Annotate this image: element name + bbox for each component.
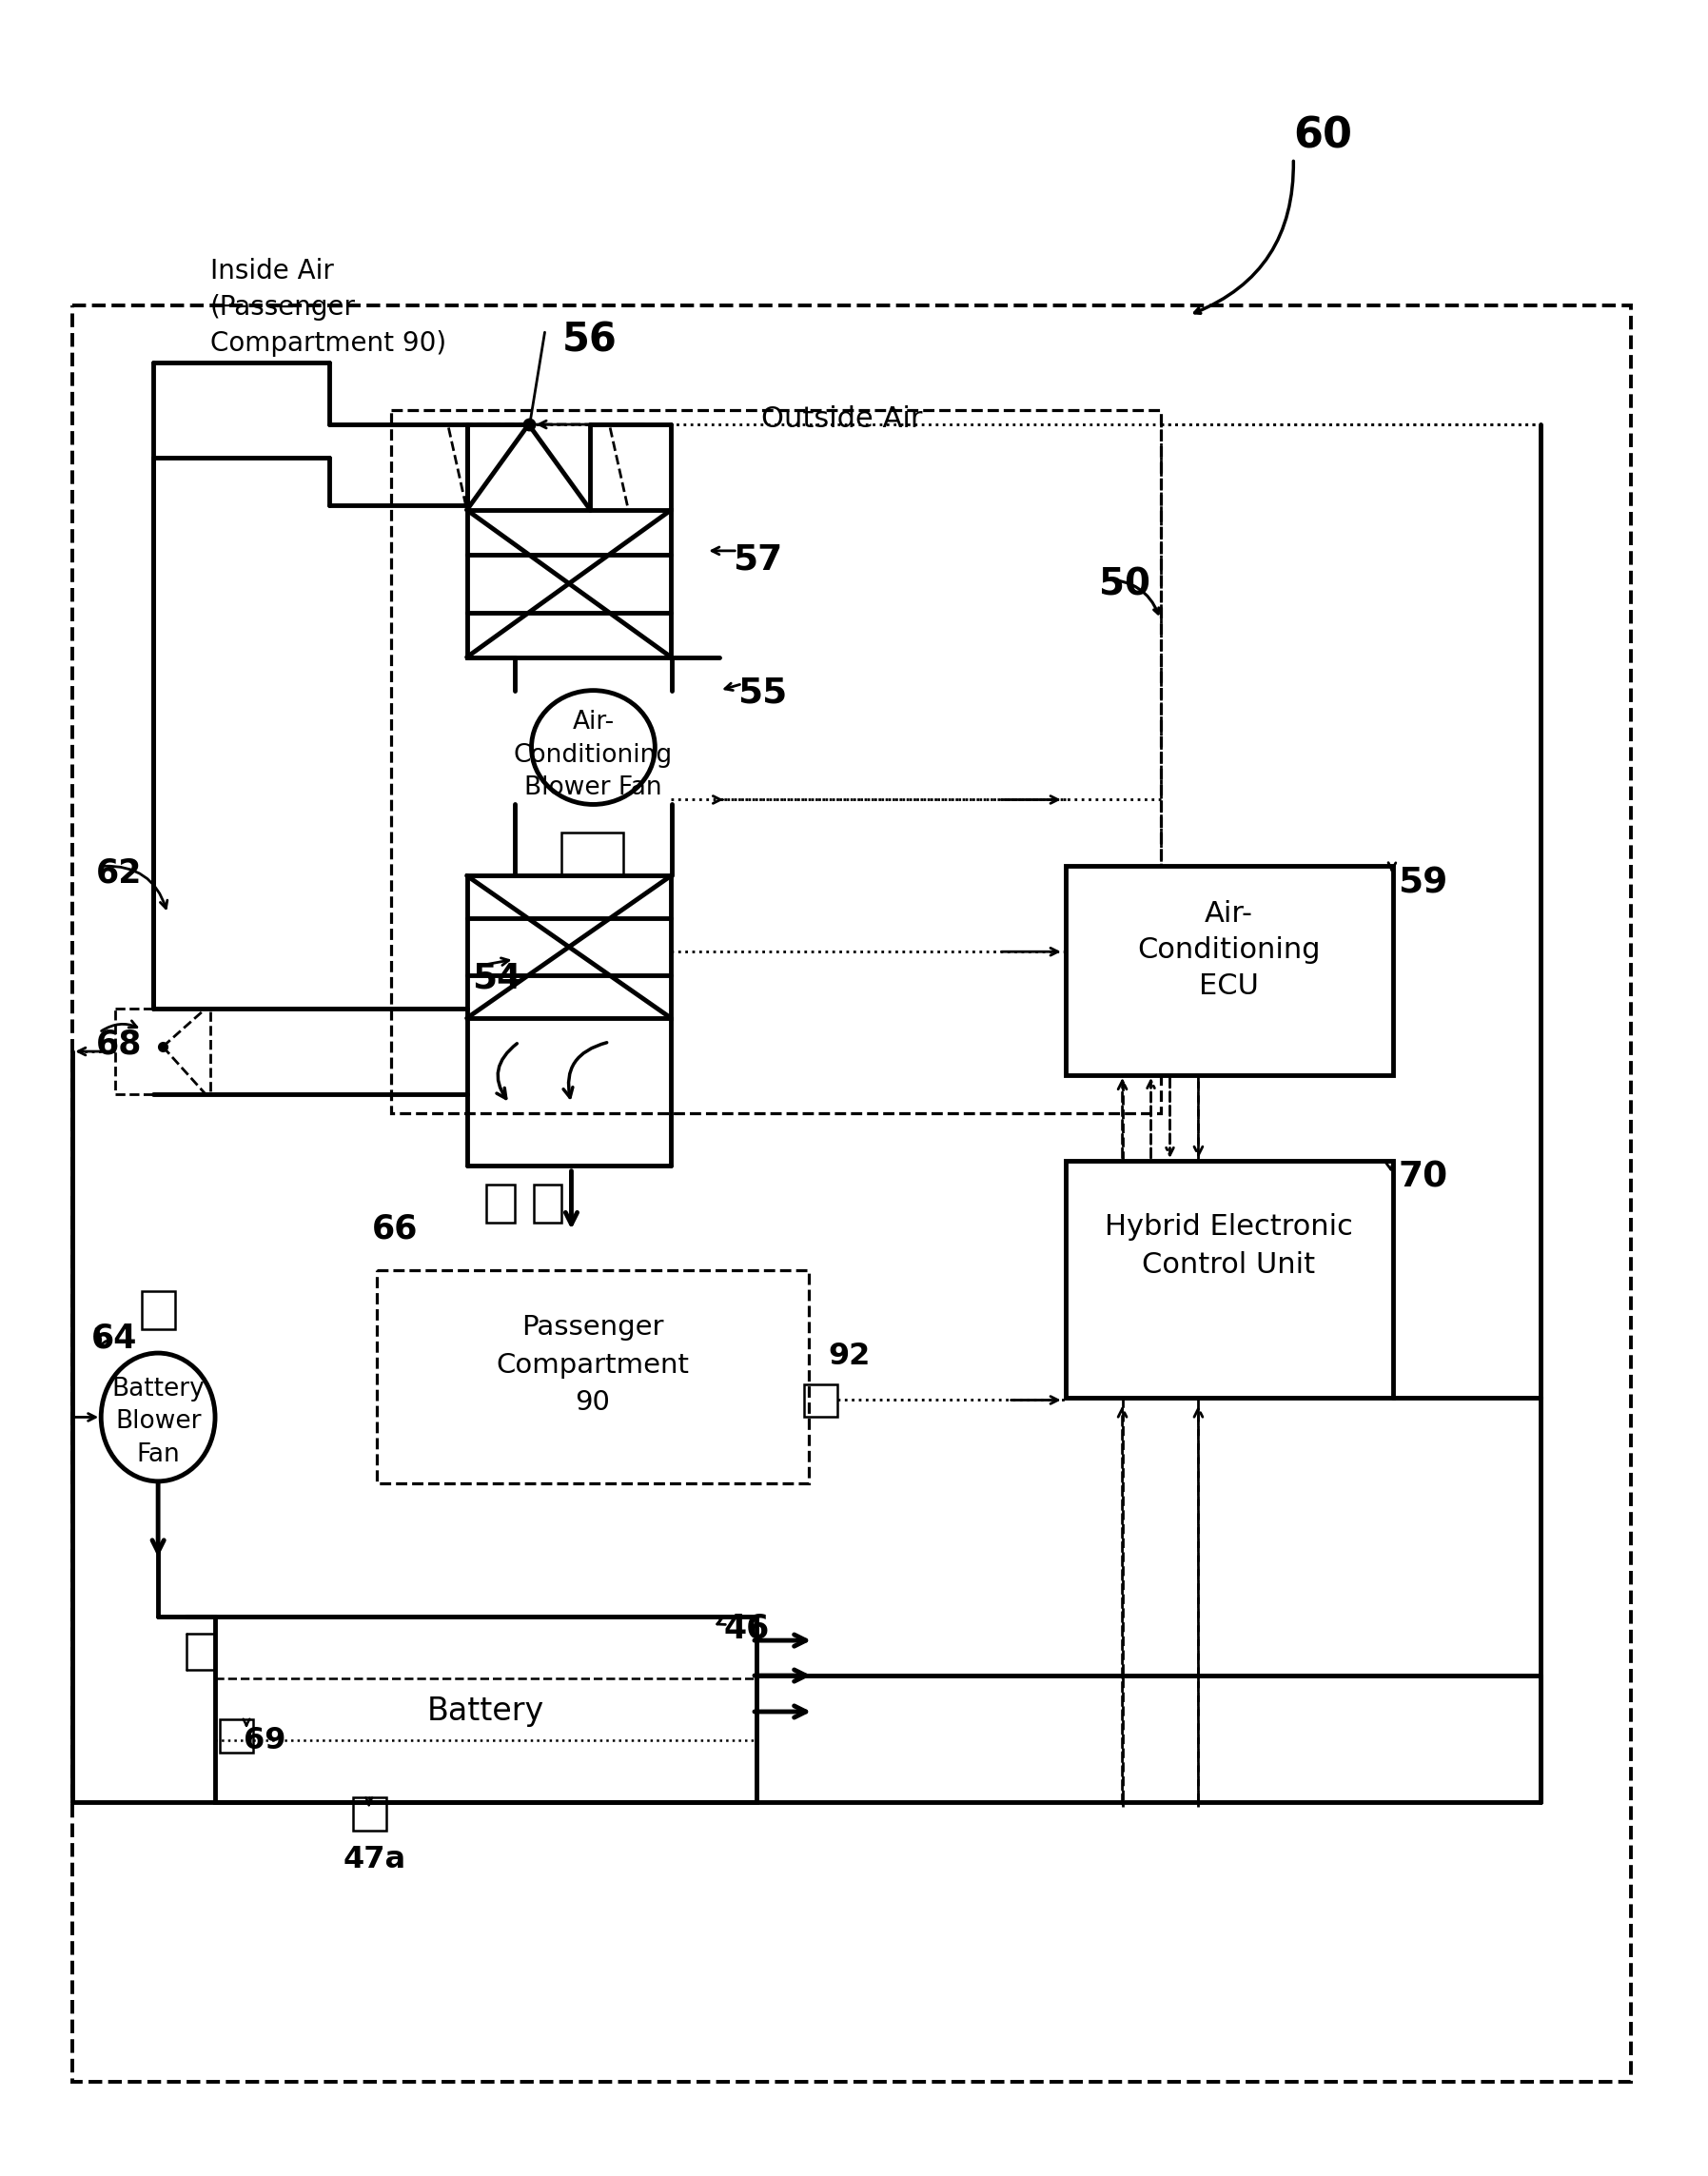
Text: Hybrid Electronic: Hybrid Electronic	[1105, 1214, 1353, 1240]
Bar	[354, 1797, 386, 1830]
Bar	[466, 509, 671, 657]
Text: 64: 64	[92, 1323, 138, 1353]
Bar	[466, 875, 671, 1018]
Text: 62: 62	[96, 857, 142, 890]
Bar	[142, 1290, 176, 1330]
Text: Battery: Battery	[111, 1375, 205, 1401]
Text: Blower Fan: Blower Fan	[524, 777, 663, 801]
Bar	[215, 1617, 757, 1802]
Text: Conditioning: Conditioning	[1138, 936, 1320, 964]
Text: ECU: ECU	[1199, 973, 1259, 999]
Text: Compartment: Compartment	[495, 1351, 688, 1377]
Text: Inside Air: Inside Air	[210, 259, 335, 285]
Bar	[485, 1184, 514, 1223]
Bar	[376, 1271, 810, 1484]
Text: Control Unit: Control Unit	[1143, 1251, 1315, 1279]
Text: 66: 66	[372, 1212, 418, 1245]
Text: 46: 46	[724, 1612, 769, 1645]
Text: Conditioning: Conditioning	[514, 742, 673, 768]
Bar	[562, 833, 623, 875]
Text: Air-: Air-	[1204, 901, 1254, 927]
Text: 90: 90	[574, 1390, 610, 1417]
Text: Compartment 90): Compartment 90)	[210, 331, 446, 357]
Text: 68: 68	[96, 1027, 142, 1060]
Text: Fan: Fan	[137, 1443, 179, 1467]
Bar	[1066, 866, 1394, 1075]
Bar	[220, 1719, 253, 1752]
Text: 59: 59	[1397, 866, 1448, 901]
Bar	[391, 411, 1160, 1114]
Text: Air-: Air-	[572, 709, 615, 733]
Text: Outside Air: Outside Air	[762, 405, 922, 433]
Text: 92: 92	[828, 1340, 869, 1371]
Text: 56: 56	[562, 320, 617, 359]
Text: 60: 60	[1293, 115, 1353, 157]
Bar	[1066, 1160, 1394, 1399]
Text: (Passenger: (Passenger	[210, 294, 355, 320]
Text: Blower: Blower	[114, 1410, 202, 1434]
Text: 57: 57	[733, 544, 782, 577]
Text: Battery: Battery	[427, 1695, 545, 1728]
Text: Passenger: Passenger	[521, 1314, 663, 1340]
Bar	[72, 305, 1631, 2082]
Text: 69: 69	[244, 1726, 285, 1756]
Bar	[533, 1184, 562, 1223]
Bar	[804, 1384, 837, 1417]
Text: 55: 55	[738, 677, 787, 709]
Text: 50: 50	[1098, 568, 1149, 603]
Text: 54: 54	[471, 962, 521, 994]
Bar	[116, 1010, 210, 1095]
Text: 47a: 47a	[343, 1845, 407, 1874]
Text: 70: 70	[1397, 1160, 1447, 1195]
